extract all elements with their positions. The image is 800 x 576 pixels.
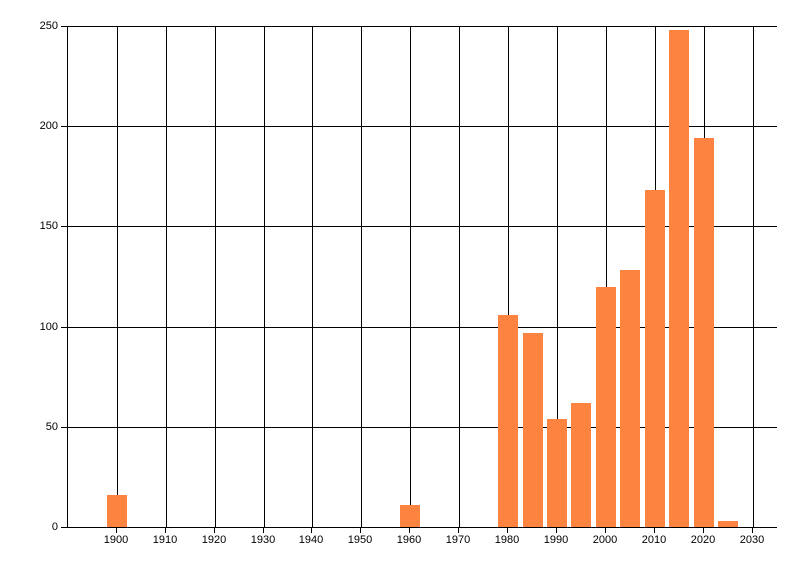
bar <box>571 403 591 527</box>
bar <box>669 30 689 527</box>
x-tick <box>116 528 117 533</box>
x-tick-label: 1990 <box>543 534 569 546</box>
x-tick <box>556 528 557 533</box>
x-grid-line <box>410 26 411 527</box>
y-grid-line <box>68 327 777 328</box>
x-grid-line <box>557 26 558 527</box>
y-tick <box>61 126 67 127</box>
y-tick-label: 100 <box>39 321 58 333</box>
x-grid-line <box>312 26 313 527</box>
y-tick <box>61 226 67 227</box>
y-tick <box>61 327 67 328</box>
plot-area <box>67 26 777 528</box>
x-tick <box>654 528 655 533</box>
x-tick-label: 1980 <box>494 534 520 546</box>
bar <box>498 315 518 527</box>
y-tick-label: 200 <box>39 120 58 132</box>
x-grid-line <box>606 26 607 527</box>
bar <box>645 190 665 527</box>
y-tick-label: 150 <box>39 220 58 232</box>
x-tick-label: 2010 <box>641 534 667 546</box>
y-tick <box>61 427 67 428</box>
x-tick <box>458 528 459 533</box>
x-tick-label: 1930 <box>250 534 276 546</box>
y-tick-label: 250 <box>39 20 58 32</box>
x-grid-line <box>753 26 754 527</box>
x-grid-line <box>117 26 118 527</box>
x-tick <box>409 528 410 533</box>
x-tick-label: 1940 <box>298 534 324 546</box>
x-tick-label: 1950 <box>347 534 373 546</box>
x-grid-line <box>508 26 509 527</box>
bar <box>523 333 543 527</box>
x-tick <box>263 528 264 533</box>
x-tick-label: 2020 <box>690 534 716 546</box>
y-grid-line <box>68 126 777 127</box>
y-grid-line <box>68 26 777 27</box>
y-grid-line <box>68 226 777 227</box>
x-tick-label: 1910 <box>152 534 178 546</box>
x-grid-line <box>264 26 265 527</box>
y-grid-line <box>68 427 777 428</box>
x-grid-line <box>361 26 362 527</box>
bar <box>400 505 420 527</box>
bar <box>547 419 567 527</box>
x-tick-label: 1900 <box>103 534 129 546</box>
x-tick-label: 1920 <box>201 534 227 546</box>
x-tick <box>214 528 215 533</box>
x-tick-label: 2000 <box>592 534 618 546</box>
x-grid-line <box>459 26 460 527</box>
x-grid-line <box>166 26 167 527</box>
x-tick <box>605 528 606 533</box>
x-tick-label: 1960 <box>396 534 422 546</box>
y-tick <box>61 527 67 528</box>
y-tick-label: 50 <box>45 421 58 433</box>
x-tick <box>703 528 704 533</box>
x-tick <box>507 528 508 533</box>
x-tick <box>165 528 166 533</box>
bar <box>718 521 738 527</box>
bar <box>107 495 127 527</box>
x-tick <box>752 528 753 533</box>
bar <box>620 270 640 527</box>
x-tick-label: 2030 <box>739 534 765 546</box>
x-tick <box>311 528 312 533</box>
x-tick-label: 1970 <box>445 534 471 546</box>
x-tick <box>360 528 361 533</box>
y-tick-label: 0 <box>51 521 58 533</box>
x-grid-line <box>215 26 216 527</box>
y-tick <box>61 26 67 27</box>
bar <box>694 138 714 527</box>
bar <box>596 287 616 527</box>
